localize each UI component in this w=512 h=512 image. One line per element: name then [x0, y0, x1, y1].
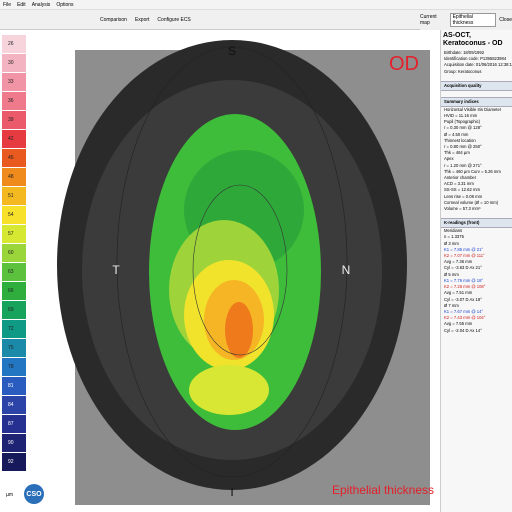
scale-cell: 26	[2, 35, 26, 54]
reference-circle	[116, 46, 348, 478]
section-line: Apex	[444, 156, 454, 162]
scale-cell: 45	[2, 149, 26, 168]
section-header[interactable]: Acquisition quality	[441, 80, 512, 91]
section-line: SS-SS = 12.62 mm	[444, 187, 480, 193]
scale-cell: 78	[2, 358, 26, 377]
section-line: Pupil (Topographic)	[444, 119, 481, 125]
toolbar: Comparison Export Configure ECS	[0, 10, 440, 30]
scale-unit: µm	[6, 492, 14, 498]
label-temporal: T	[112, 263, 120, 277]
section-line: Ø 5 mm	[444, 271, 459, 277]
scale-cell: 92	[2, 453, 26, 472]
section-line: ACD = 3.31 mm	[444, 181, 474, 187]
toolbar-button[interactable]: Export	[134, 16, 150, 23]
section-line: Avg = 7.36 mm	[444, 259, 473, 265]
close-button[interactable]: Close	[499, 17, 512, 23]
patient-line: Identification code: P1395823984	[444, 56, 507, 62]
section-line: K1 = 7.76 mm @ 18°	[444, 277, 484, 283]
patient-line: Acquisition date: 01/06/2016 12:38:14 AM…	[444, 62, 512, 68]
section-line: Anterior chamber	[444, 175, 477, 181]
scale-cell: 39	[2, 111, 26, 130]
patient-line: Birthdate: 18/09/1992	[444, 50, 485, 55]
scale-cell: 54	[2, 206, 26, 225]
section-line: Thk = 460 µm Curv = 5.26 mm	[444, 168, 501, 174]
section-line: K1 = 7.67 mm @ 14°	[444, 308, 484, 314]
scale-cell: 63	[2, 263, 26, 282]
scale-cell: 30	[2, 54, 26, 73]
map-title: Epithelial thickness	[332, 483, 434, 497]
section-line: Ø = 4.50 mm	[444, 131, 469, 137]
pupil-circle	[192, 184, 288, 356]
section-header[interactable]: Summary indices	[441, 96, 512, 107]
patient-line: Group: Keratoconus	[444, 68, 482, 74]
scale-cell: 84	[2, 396, 26, 415]
current-map-dropdown[interactable]: Epithelial thickness	[449, 13, 497, 27]
eye-side: OD	[389, 53, 419, 75]
section-header[interactable]: K-readings (front)	[441, 218, 512, 229]
logo: CSO	[24, 484, 44, 504]
scale-cell: 42	[2, 130, 26, 149]
scale-cell: 66	[2, 282, 26, 301]
scale-cell: 75	[2, 339, 26, 358]
scale-cell: 60	[2, 244, 26, 263]
color-scale: 26 30 33 36 39 42 45 48 51 54 57 60 63 66 69 72 75 78 81 84…	[2, 35, 26, 472]
section-line: Avg = 7.55 mm	[444, 321, 473, 327]
section-line: Cyl = -3.07 D Ax 18°	[444, 296, 482, 302]
section-line: K2 = 7.26 mm @ 108°	[444, 284, 486, 290]
scale-cell: 90	[2, 434, 26, 453]
scale-cell: 69	[2, 301, 26, 320]
section-line: Ø 7 mm	[444, 302, 459, 308]
section-line: K2 = 7.07 mm @ 111°	[444, 253, 485, 259]
section-line: K1 = 7.85 mm @ 21°	[444, 246, 484, 252]
patient-title: AS-OCT, Keratoconus - OD	[443, 32, 503, 47]
scale-cell: 51	[2, 187, 26, 206]
current-map-label: Current map	[420, 14, 437, 26]
map-region	[189, 365, 269, 415]
label-inferior: I	[230, 485, 233, 499]
section-line: Corneal volume (Ø = 10 mm)	[444, 199, 499, 205]
section-line: r = 1.20 mm @ 271°	[444, 162, 482, 168]
toolbar-button[interactable]: Configure ECS	[157, 16, 191, 23]
section-line: Ø 3 mm	[444, 240, 459, 246]
info-panel: AS-OCT, Keratoconus - OD Birthdate: 18/0…	[440, 30, 512, 512]
map-region	[225, 302, 253, 358]
section-line: Avg = 7.51 mm	[444, 290, 473, 296]
section-line: Meridians	[444, 228, 463, 234]
section-line: r = 0.30 mm @ 128°	[444, 125, 482, 131]
menu-item[interactable]: Edit	[17, 1, 26, 8]
toolbar-button[interactable]: Comparison	[100, 16, 127, 23]
map-selector: Current map Epithelial thickness Close	[420, 10, 512, 30]
scale-cell: 33	[2, 73, 26, 92]
section-line: HVID = 11.16 mm	[444, 113, 478, 119]
map-view: S T N I OD Epithelial thickness	[57, 40, 434, 505]
scale-cell: 72	[2, 320, 26, 339]
section-line: Volume = 57.3 mm³	[444, 206, 481, 212]
menu-item[interactable]: Options	[56, 1, 74, 8]
scale-cell: 57	[2, 225, 26, 244]
patient-info: Birthdate: 18/09/1992 Identification code…	[441, 50, 512, 75]
label-nasal: N	[342, 263, 351, 277]
section-line: Horizontal Visible Iris Diameter	[444, 106, 502, 112]
label-superior: S	[228, 44, 236, 58]
menu-item[interactable]: Analysis	[31, 1, 51, 8]
section-line: r = 0.80 mm @ 250°	[444, 144, 482, 150]
menu-bar: File Edit Analysis Options	[0, 0, 512, 10]
section-line: K2 = 7.43 mm @ 104°	[444, 315, 486, 321]
scale-cell: 87	[2, 415, 26, 434]
scale-cell: 48	[2, 168, 26, 187]
scale-cell: 36	[2, 92, 26, 111]
section-line: n = 1.3375	[444, 234, 464, 240]
section-line: Thk = 464 µm	[444, 150, 470, 156]
sections: Acquisition quality Summary indices Horizo…	[441, 80, 512, 334]
section-line: Cyl = -2.04 D Ax 14°	[444, 327, 482, 333]
section-line: Lens rise = 0.08 mm	[444, 193, 483, 199]
scale-cell: 81	[2, 377, 26, 396]
section-line: Thinnest location	[444, 137, 476, 143]
menu-item[interactable]: File	[3, 1, 12, 8]
section-line: Cyl = -3.63 D Ax 21°	[444, 265, 482, 271]
